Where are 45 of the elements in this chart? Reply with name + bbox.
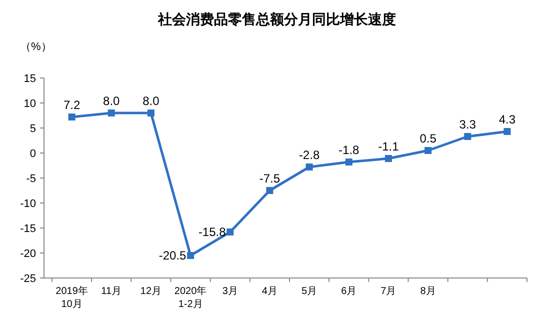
x-tick-label: 2019年 10月 bbox=[56, 285, 88, 310]
chart-title: 社会消费品零售总额分月同比增长速度 bbox=[157, 11, 396, 27]
data-label: -2.8 bbox=[298, 148, 320, 162]
x-tick-label: 6月 bbox=[341, 286, 357, 297]
data-label: 8.0 bbox=[103, 94, 120, 108]
data-label: -1.8 bbox=[338, 143, 360, 157]
point bbox=[147, 110, 154, 116]
x-tick-label: 12月 bbox=[140, 286, 162, 297]
y-tick-label: 15 bbox=[24, 73, 36, 85]
point bbox=[266, 187, 274, 194]
y-tick-label: -20 bbox=[20, 248, 36, 260]
x-tick-label: 5月 bbox=[302, 286, 318, 297]
data-label: 8.0 bbox=[142, 94, 160, 108]
point bbox=[226, 228, 234, 236]
point bbox=[424, 147, 432, 154]
y-tick-label: -5 bbox=[26, 173, 36, 185]
y-axis-title: （%） bbox=[20, 41, 52, 53]
y-tick-label: 0 bbox=[30, 148, 36, 160]
x-tick-label: 4月 bbox=[262, 286, 278, 297]
data-label: 0.5 bbox=[420, 132, 437, 146]
point bbox=[504, 128, 511, 135]
x-tick-label: 11月 bbox=[101, 286, 122, 297]
x-tick-label: 8月 bbox=[420, 286, 436, 297]
data-label: -7.5 bbox=[259, 172, 280, 186]
data-label: 7.2 bbox=[63, 98, 80, 112]
data-label: -20.5 bbox=[158, 248, 187, 262]
x-tick-label: 3月 bbox=[222, 286, 238, 297]
x-tick-label: 7月 bbox=[380, 286, 396, 297]
y-tick-label: -15 bbox=[20, 223, 36, 235]
point bbox=[108, 110, 115, 116]
y-tick-label: 10 bbox=[24, 98, 36, 110]
x-tick-label: 2020年 1-2月 bbox=[174, 285, 207, 310]
point bbox=[464, 133, 472, 140]
point bbox=[384, 155, 392, 162]
data-label: -1.1 bbox=[378, 140, 400, 154]
point bbox=[187, 252, 194, 259]
data-label: 4.3 bbox=[498, 112, 516, 126]
point bbox=[68, 114, 76, 120]
y-tick-label: 5 bbox=[30, 123, 36, 135]
y-tick-label: -10 bbox=[20, 198, 36, 210]
data-label: 3.3 bbox=[459, 118, 476, 132]
point bbox=[306, 164, 313, 170]
point bbox=[345, 158, 352, 166]
data-label: -15.8 bbox=[198, 225, 226, 239]
y-tick-label: -25 bbox=[20, 273, 36, 285]
